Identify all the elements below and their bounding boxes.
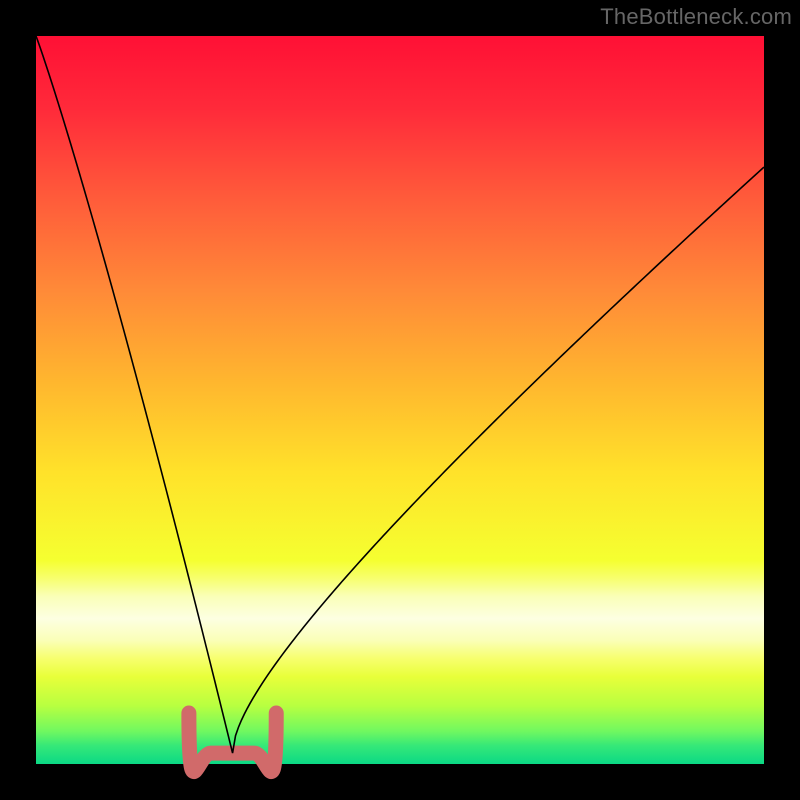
gradient-background (36, 36, 764, 764)
watermark-text: TheBottleneck.com (600, 4, 792, 30)
chart-frame: TheBottleneck.com (0, 0, 800, 800)
bottleneck-chart (0, 0, 800, 800)
